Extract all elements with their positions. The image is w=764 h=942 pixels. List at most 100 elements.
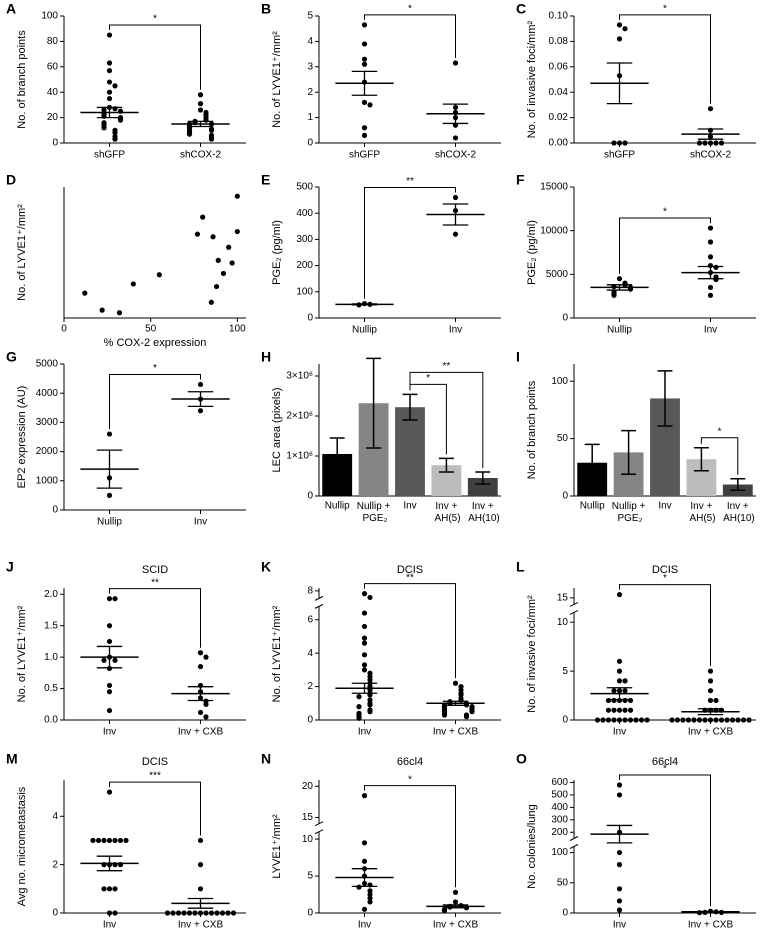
y-tick-label: 0.5: [44, 683, 58, 694]
y-tick-label: 40: [47, 87, 59, 98]
y-tick-label: 0: [52, 138, 58, 149]
y-tick-label: 0: [562, 491, 568, 502]
sem-bar: [442, 103, 469, 125]
point: [106, 638, 113, 645]
point: [616, 782, 623, 788]
x-tick-label: Inv + AH(5): [432, 501, 460, 524]
point: [361, 591, 368, 597]
y-tick-label: 4: [307, 648, 313, 659]
error-bar: [366, 357, 382, 449]
point: [452, 231, 459, 237]
point: [735, 717, 741, 723]
point: [361, 640, 368, 646]
point: [638, 717, 645, 723]
point: [724, 717, 730, 723]
x-tick-label: shGFP: [349, 150, 380, 161]
panel-letter: O: [516, 751, 527, 767]
y-tick-label: 100: [296, 286, 313, 297]
significance-bracket: [364, 186, 456, 299]
y-axis-label: EP2 expression (AU): [16, 386, 28, 489]
point: [627, 697, 634, 704]
point: [197, 709, 204, 716]
point: [616, 907, 623, 913]
y-tick-label: 3×10⁶: [286, 371, 313, 382]
point: [452, 60, 459, 66]
point: [170, 910, 176, 916]
significance-bracket: [364, 785, 456, 888]
y-axis-label: No. colonies/lung: [526, 804, 538, 888]
y-tick-label: 0: [307, 491, 313, 502]
point: [622, 717, 628, 723]
y-axis-label: LYVE1⁺/mm²: [271, 814, 283, 879]
point: [106, 79, 113, 85]
y-tick-label: 5: [307, 11, 313, 22]
x-tick-label: Inv: [613, 920, 626, 931]
y-tick-label: 1×10⁶: [286, 451, 313, 462]
significance-bracket: [619, 774, 711, 907]
point: [713, 276, 719, 283]
y-tick-label: 5000: [546, 269, 569, 280]
panel-letter: J: [6, 559, 14, 575]
significance-label: *: [426, 373, 430, 384]
point: [616, 898, 623, 904]
point: [203, 701, 209, 707]
significance-bracket: [364, 583, 456, 679]
point: [713, 264, 719, 270]
sem-bar: [96, 645, 123, 669]
point: [106, 89, 113, 95]
x-tick-label: Inv + CXB: [433, 727, 479, 738]
x-tick-label: Inv + CXB: [688, 727, 734, 738]
point: [197, 650, 204, 656]
point: [616, 792, 623, 798]
y-tick-label: 20: [47, 112, 59, 123]
y-axis-label: No. of invasive foci/mm²: [526, 595, 538, 713]
y-tick-label: 50: [557, 877, 569, 888]
point: [685, 717, 692, 723]
point: [729, 717, 736, 723]
y-axis-label: No. of LYVE1⁺/mm²: [16, 204, 28, 301]
point: [616, 668, 623, 674]
point: [718, 140, 725, 146]
sem-bar: [96, 106, 123, 119]
point: [106, 492, 113, 498]
point: [361, 652, 368, 658]
point: [356, 694, 362, 700]
x-tick-label: Inv: [194, 517, 207, 528]
point: [616, 36, 623, 42]
x-tick-label: Nullip: [97, 517, 122, 528]
point: [156, 272, 162, 278]
y-tick-label: 200: [296, 260, 313, 271]
point: [112, 136, 118, 142]
panel-letter: G: [6, 349, 17, 365]
x-tick-label: Nullip + PGE₂: [357, 501, 391, 524]
error-bar: [584, 443, 600, 482]
x-tick-label: Inv: [403, 501, 416, 512]
point: [367, 709, 373, 715]
point: [208, 136, 215, 142]
point: [116, 310, 123, 316]
point: [616, 658, 623, 664]
point: [718, 717, 725, 723]
y-tick-label: 60: [47, 61, 59, 72]
point: [112, 886, 118, 892]
point: [611, 717, 617, 723]
point: [441, 908, 448, 914]
point: [361, 906, 368, 912]
x-tick-label: Nullip: [325, 501, 350, 512]
point: [106, 95, 113, 102]
point: [106, 689, 113, 695]
significance-label: *: [663, 207, 667, 218]
point: [197, 886, 204, 892]
y-tick-label: 600: [551, 777, 568, 788]
x-tick-label: Inv + AH(5): [687, 501, 715, 524]
point: [707, 717, 714, 723]
point: [361, 125, 368, 131]
y-tick-label: 2: [307, 681, 313, 692]
point: [707, 688, 714, 694]
x-axis-label: % COX-2 expression: [104, 337, 207, 349]
x-tick-label: 100: [229, 324, 246, 335]
y-tick-label: 20: [302, 781, 314, 792]
point: [452, 889, 459, 895]
significance-bracket: [409, 371, 484, 468]
point: [101, 886, 107, 892]
